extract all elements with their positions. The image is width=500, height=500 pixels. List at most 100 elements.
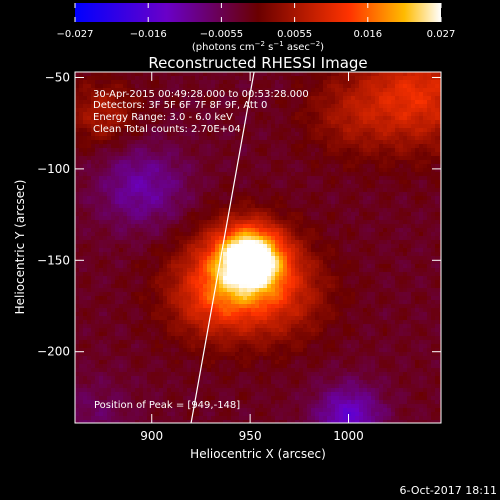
heatmap-cell [335, 184, 340, 189]
heatmap-cell [79, 180, 84, 185]
heatmap-cell [223, 244, 228, 249]
heatmap-cell [123, 200, 128, 205]
heatmap-cell [299, 232, 304, 237]
heatmap-cell [195, 212, 200, 217]
heatmap-cell [263, 272, 268, 277]
heatmap-cell [279, 116, 284, 121]
heatmap-cell [247, 276, 252, 281]
heatmap-cell [311, 192, 316, 197]
heatmap-cell [275, 104, 280, 109]
heatmap-cell [99, 176, 104, 181]
heatmap-cell [175, 188, 180, 193]
heatmap-cell [131, 92, 136, 97]
heatmap-cell [223, 156, 228, 161]
heatmap-cell [199, 224, 204, 229]
heatmap-cell [435, 236, 440, 241]
heatmap-cell [271, 208, 276, 213]
heatmap-cell [423, 232, 428, 237]
heatmap-cell [187, 264, 192, 269]
heatmap-cell [115, 168, 120, 173]
heatmap-cell [395, 212, 400, 217]
heatmap-cell [75, 140, 80, 145]
heatmap-cell [407, 220, 412, 225]
heatmap-cell [83, 280, 88, 285]
heatmap-cell [291, 212, 296, 217]
heatmap-cell [395, 140, 400, 145]
heatmap-cell [151, 232, 156, 237]
heatmap-cell [391, 108, 396, 113]
heatmap-cell [243, 268, 248, 273]
heatmap-cell [139, 108, 144, 113]
heatmap-cell [87, 84, 92, 89]
heatmap-cell [371, 228, 376, 233]
heatmap-cell [279, 240, 284, 245]
heatmap-cell [283, 228, 288, 233]
heatmap-cell [215, 160, 220, 165]
heatmap-cell [75, 132, 80, 137]
heatmap-cell [115, 176, 120, 181]
heatmap-cell [283, 252, 288, 257]
heatmap-cell [335, 164, 340, 169]
heatmap-cell [211, 204, 216, 209]
heatmap-cell [359, 88, 364, 93]
heatmap-cell [307, 192, 312, 197]
heatmap-cell [343, 76, 348, 81]
heatmap-cell [247, 188, 252, 193]
heatmap-cell [407, 184, 412, 189]
heatmap-cell [439, 236, 441, 241]
heatmap-cell [375, 200, 380, 205]
heatmap-cell [379, 176, 384, 181]
heatmap-cell [311, 144, 316, 149]
heatmap-cell [347, 236, 352, 241]
heatmap-cell [311, 196, 316, 201]
heatmap-cell [107, 244, 112, 249]
heatmap-cell [371, 212, 376, 217]
heatmap-cell [151, 100, 156, 105]
heatmap-cell [319, 144, 324, 149]
heatmap-cell [163, 184, 168, 189]
heatmap-cell [91, 136, 96, 141]
heatmap-cell [343, 172, 348, 177]
heatmap-cell [387, 176, 392, 181]
heatmap-cell [371, 96, 376, 101]
heatmap-cell [99, 112, 104, 117]
heatmap-cell [207, 248, 212, 253]
heatmap-cell [143, 128, 148, 133]
heatmap-cell [147, 208, 152, 213]
heatmap-cell [435, 208, 440, 213]
heatmap-cell [207, 92, 212, 97]
heatmap-cell [139, 128, 144, 133]
heatmap-cell [251, 232, 256, 237]
heatmap-cell [347, 144, 352, 149]
heatmap-cell [239, 136, 244, 141]
heatmap-cell [167, 236, 172, 241]
heatmap-cell [423, 212, 428, 217]
heatmap-cell [103, 80, 108, 85]
heatmap-cell [107, 144, 112, 149]
heatmap-cell [123, 84, 128, 89]
heatmap-cell [151, 236, 156, 241]
heatmap-cell [347, 124, 352, 129]
heatmap-cell [119, 144, 124, 149]
heatmap-cell [291, 228, 296, 233]
heatmap-cell [311, 264, 316, 269]
heatmap-cell [239, 120, 244, 125]
heatmap-cell [291, 284, 296, 289]
heatmap-cell [123, 192, 128, 197]
heatmap-cell [275, 136, 280, 141]
heatmap-cell [115, 184, 120, 189]
heatmap-cell [439, 144, 441, 149]
heatmap-cell [211, 156, 216, 161]
heatmap-cell [387, 240, 392, 245]
heatmap-cell [99, 288, 104, 293]
heatmap-cell [295, 176, 300, 181]
heatmap-cell [347, 224, 352, 229]
heatmap-cell [335, 136, 340, 141]
heatmap-cell [171, 72, 176, 77]
heatmap-cell [199, 232, 204, 237]
heatmap-cell [143, 256, 148, 261]
heatmap-cell [87, 80, 92, 85]
heatmap-cell [315, 268, 320, 273]
heatmap-cell [287, 124, 292, 129]
heatmap-cell [263, 140, 268, 145]
